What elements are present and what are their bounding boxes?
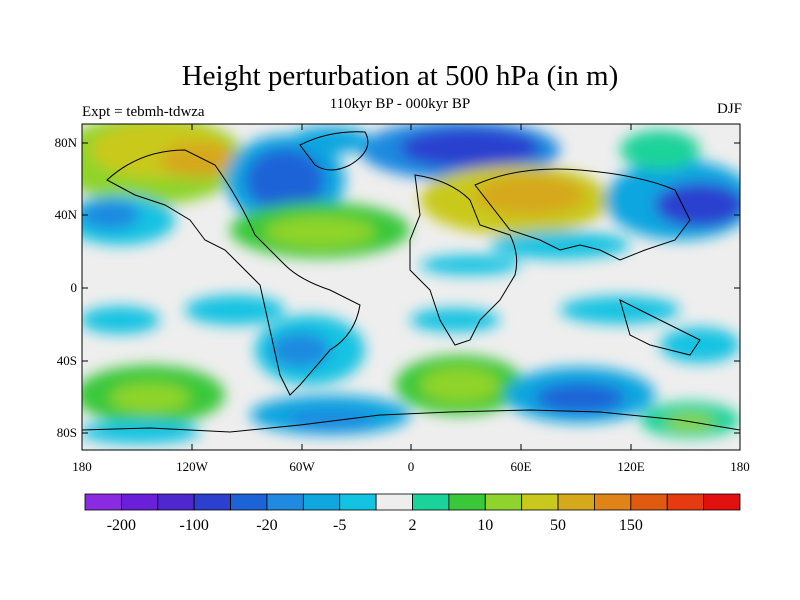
colorbar-swatch	[120, 493, 159, 511]
colorbar-swatch	[339, 493, 377, 511]
plot-title: Height perturbation at 500 hPa (in m)	[181, 60, 619, 92]
plot-subtitle: 110kyr BP - 000kyr BP	[329, 96, 471, 112]
colorbar-swatch	[703, 493, 741, 511]
colorbar-swatch	[448, 493, 486, 511]
lat-tick-label: 80S	[57, 425, 77, 440]
latitude-ticks: 80N 40N 0 40S 80S	[55, 135, 740, 440]
lat-tick-label: 80N	[55, 135, 78, 150]
colorbar-swatch	[594, 493, 632, 511]
colorbar-label: -5	[333, 517, 346, 534]
longitude-ticks: 180 120W 60W 0 60E 120E 180	[72, 124, 750, 474]
colorbar-swatch	[266, 493, 304, 511]
colorbar-label: -100	[180, 517, 209, 534]
colorbar-swatch	[630, 493, 668, 511]
lon-tick-label: 180	[730, 459, 750, 474]
lat-tick-label: 40S	[57, 353, 77, 368]
colorbar-label: -200	[107, 517, 136, 534]
season-label: DJF	[716, 101, 742, 117]
colorbar-swatch	[84, 493, 122, 511]
lat-tick-label: 40N	[55, 207, 78, 222]
colorbar-swatch	[193, 493, 231, 511]
colorbar-swatch	[157, 493, 195, 511]
colorbar-label: 2	[409, 517, 417, 534]
coastlines	[82, 131, 740, 433]
colorbar-swatch	[557, 493, 595, 511]
contour-field	[82, 124, 740, 450]
lon-tick-label: 60E	[511, 459, 532, 474]
colorbar-swatch	[666, 493, 705, 511]
lat-tick-label: 0	[71, 280, 78, 295]
experiment-label: Expt = tebmh-tdwza	[82, 104, 205, 120]
colorbar-swatch	[521, 493, 559, 511]
colorbar-label: 10	[477, 517, 493, 534]
colorbar-swatch	[484, 493, 523, 511]
lon-tick-label: 120E	[617, 459, 645, 474]
lon-tick-label: 60W	[289, 459, 315, 474]
lon-tick-label: 120W	[176, 459, 209, 474]
colorbar: -200 -100 -20 -5 2 10 50 150	[84, 493, 741, 534]
colorbar-label: 150	[619, 517, 643, 534]
colorbar-swatch	[230, 493, 268, 511]
lon-tick-label: 0	[408, 459, 415, 474]
colorbar-swatch	[302, 493, 341, 511]
colorbar-label: 50	[550, 517, 566, 534]
colorbar-swatch	[375, 493, 413, 511]
lon-tick-label: 180	[72, 459, 92, 474]
colorbar-label: -20	[256, 517, 277, 534]
colorbar-swatch	[412, 493, 450, 511]
